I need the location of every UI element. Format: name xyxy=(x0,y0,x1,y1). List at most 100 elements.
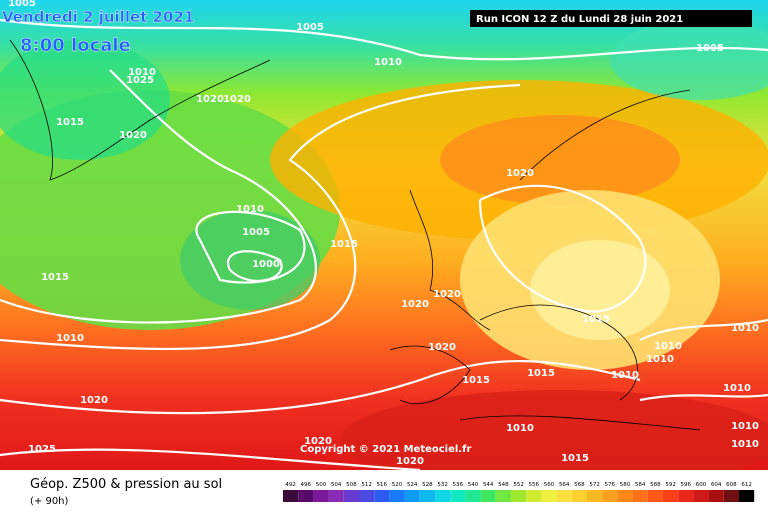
isobar-label: 1005 xyxy=(296,22,324,33)
scale-label: 584 xyxy=(635,482,646,488)
footer-title: Géop. Z500 & pression au sol xyxy=(30,477,222,492)
isobar-label: 1015 xyxy=(41,272,69,283)
isobar-label: 1010 xyxy=(731,323,759,334)
isobar-label: 1025 xyxy=(28,444,56,455)
isobar-label: 1020 xyxy=(119,130,147,141)
scale-swatch xyxy=(632,490,648,502)
scale-swatch xyxy=(617,490,633,502)
scale-swatch xyxy=(708,490,724,502)
isobars xyxy=(0,18,768,472)
isobar-label: 1025 xyxy=(126,75,154,86)
date-label: Vendredi 2 juillet 2021 xyxy=(2,8,194,26)
isobar-label: 1010 xyxy=(128,67,156,78)
scale-label: 560 xyxy=(544,482,555,488)
isobar-label: 1010 xyxy=(723,383,751,394)
isobar-label: 1015 xyxy=(56,117,84,128)
isobar-label: 1015 xyxy=(561,453,589,464)
scale-swatch xyxy=(480,490,496,502)
scale-label: 600 xyxy=(696,482,707,488)
scale-swatch xyxy=(511,490,527,502)
scale-swatch xyxy=(313,490,329,502)
isobar-label: 1005 xyxy=(8,0,36,9)
scale-swatch xyxy=(739,490,755,502)
scale-swatch xyxy=(678,490,694,502)
isobar-label: 1010 xyxy=(506,423,534,434)
scale-swatch xyxy=(374,490,390,502)
scale-swatch xyxy=(435,490,451,502)
time-label: 8:00 locale xyxy=(20,35,131,56)
scale-swatch xyxy=(541,490,557,502)
scale-swatch xyxy=(359,490,375,502)
scale-label: 548 xyxy=(498,482,509,488)
scale-label: 572 xyxy=(589,482,600,488)
scale-swatch xyxy=(602,490,618,502)
isobar-label: 1005 xyxy=(696,43,724,54)
isobar-label: 1010 xyxy=(731,421,759,432)
scale-label: 596 xyxy=(681,482,692,488)
isobar-label: 1010 xyxy=(56,333,84,344)
isobar-label: 1010 xyxy=(611,370,639,381)
scale-swatch xyxy=(465,490,481,502)
scale-swatch xyxy=(587,490,603,502)
scale-swatch xyxy=(693,490,709,502)
scale-label: 512 xyxy=(361,482,372,488)
isobar-label: 1010 xyxy=(654,341,682,352)
scale-label: 528 xyxy=(422,482,433,488)
isobar-label: 1020 xyxy=(428,342,456,353)
isobar-label: 1010 xyxy=(236,204,264,215)
run-box xyxy=(470,10,752,27)
scale-label: 592 xyxy=(665,482,676,488)
scale-label: 552 xyxy=(513,482,524,488)
scale-label: 492 xyxy=(285,482,296,488)
scale-swatch xyxy=(343,490,359,502)
scale-label: 508 xyxy=(346,482,357,488)
color-scale: 492 496 500 504 508 512 516 520 524 528 532 536 540 5… xyxy=(283,482,755,502)
isobar-label: 1020 xyxy=(304,436,332,447)
scale-swatch xyxy=(283,490,299,502)
isobar-label: 1020 xyxy=(401,299,429,310)
scale-label: 532 xyxy=(437,482,448,488)
isobar-label: 1020 xyxy=(396,456,424,467)
isobar-label: 1010 xyxy=(374,57,402,68)
footer-lead: (+ 90h) xyxy=(30,496,69,507)
scale-swatch xyxy=(328,490,344,502)
scale-label: 588 xyxy=(650,482,661,488)
isobar-label: 1020 xyxy=(196,94,224,105)
scale-label: 516 xyxy=(377,482,388,488)
scale-swatch xyxy=(663,490,679,502)
scale-label: 604 xyxy=(711,482,722,488)
scale-label: 608 xyxy=(726,482,737,488)
isobar-label: 1010 xyxy=(646,354,674,365)
isobar-label: 1000 xyxy=(252,259,280,270)
isobar-label: 1020 xyxy=(223,94,251,105)
scale-swatch xyxy=(647,490,663,502)
scale-label: 612 xyxy=(741,482,752,488)
scale-label: 540 xyxy=(468,482,479,488)
isobar-label: 1010 xyxy=(731,439,759,450)
scale-label: 544 xyxy=(483,482,494,488)
isobar-label: 1020 xyxy=(80,395,108,406)
scale-swatch xyxy=(419,490,435,502)
scale-label: 576 xyxy=(605,482,616,488)
scale-swatch xyxy=(571,490,587,502)
scale-swatch xyxy=(526,490,542,502)
scale-swatch xyxy=(450,490,466,502)
scale-swatch xyxy=(389,490,405,502)
scale-swatch xyxy=(495,490,511,502)
fields xyxy=(0,20,768,490)
scale-label: 504 xyxy=(331,482,342,488)
isobar-label: 1015 xyxy=(582,314,610,325)
isobar-label: 1020 xyxy=(506,168,534,179)
scale-label: 564 xyxy=(559,482,570,488)
scale-swatch xyxy=(404,490,420,502)
isobar-label: 1005 xyxy=(242,227,270,238)
isobar-label: 1015 xyxy=(527,368,555,379)
scale-swatch xyxy=(298,490,314,502)
isobar-label: 1020 xyxy=(433,289,461,300)
scale-swatch xyxy=(723,490,739,502)
coastlines xyxy=(9,39,701,431)
isobar-label: 1015 xyxy=(462,375,490,386)
